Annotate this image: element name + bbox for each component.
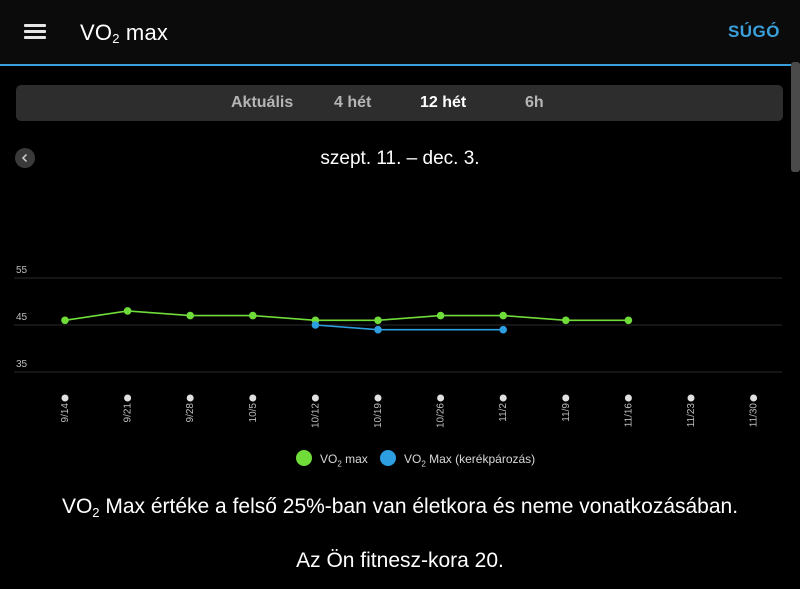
legend-swatch-vo2max bbox=[296, 450, 312, 466]
legend-label-cycling: VO2 Max (kerékpározás) bbox=[404, 452, 536, 469]
x-tick-label: 10/19 bbox=[373, 403, 384, 428]
data-point bbox=[123, 307, 132, 315]
x-tick-label: 9/28 bbox=[185, 403, 196, 423]
scrollbar[interactable] bbox=[791, 62, 800, 172]
x-tick-label: 10/12 bbox=[310, 403, 321, 428]
x-tick-marker bbox=[61, 394, 69, 402]
data-point bbox=[562, 316, 570, 325]
tab-12-weeks[interactable]: 12 hét bbox=[420, 94, 467, 111]
x-tick-label: 11/16 bbox=[623, 403, 634, 428]
x-tick-marker bbox=[437, 394, 445, 402]
x-tick-marker bbox=[374, 394, 382, 402]
series-line-1 bbox=[315, 324, 504, 331]
data-point bbox=[249, 311, 257, 320]
x-tick-marker bbox=[624, 394, 632, 402]
y-tick-label: 45 bbox=[16, 312, 28, 323]
data-point bbox=[374, 316, 382, 325]
data-point bbox=[499, 311, 508, 320]
help-button[interactable]: SÚGÓ bbox=[727, 22, 780, 41]
fitness-age-text: Az Ön fitnesz-kora 20. bbox=[296, 549, 504, 572]
x-tick-label: 10/26 bbox=[436, 403, 447, 428]
hamburger-menu-icon[interactable] bbox=[24, 22, 46, 40]
x-tick-marker bbox=[562, 394, 570, 402]
x-tick-marker bbox=[687, 394, 695, 402]
data-point bbox=[186, 311, 194, 320]
legend-label-vo2max: VO2 max bbox=[320, 452, 368, 469]
data-point bbox=[61, 316, 69, 325]
tab-6-months[interactable]: 6h bbox=[525, 94, 544, 111]
data-point bbox=[499, 325, 508, 334]
tab-4-weeks[interactable]: 4 hét bbox=[334, 94, 372, 111]
x-tick-marker bbox=[750, 394, 758, 402]
chevron-left-icon bbox=[21, 153, 28, 163]
x-tick-label: 11/9 bbox=[561, 403, 572, 422]
previous-period-button[interactable] bbox=[15, 148, 35, 168]
tab-current[interactable]: Aktuális bbox=[231, 94, 294, 111]
x-tick-label: 9/21 bbox=[123, 403, 134, 423]
x-tick-label: 11/30 bbox=[749, 403, 760, 428]
x-tick-marker bbox=[124, 394, 132, 402]
x-tick-marker bbox=[186, 394, 194, 402]
data-point bbox=[624, 316, 633, 325]
y-tick-label: 35 bbox=[16, 359, 28, 370]
x-tick-label: 11/23 bbox=[686, 403, 697, 428]
chart-legend: VO2 max VO2 Max (kerékpározás) bbox=[0, 450, 800, 470]
app-bar: VO2 max SÚGÓ bbox=[0, 0, 800, 64]
period-tabs: Aktuális 4 hét 12 hét 6h bbox=[16, 85, 783, 121]
data-point bbox=[436, 311, 445, 320]
series-line-0 bbox=[64, 310, 629, 322]
x-tick-label: 10/5 bbox=[248, 403, 259, 423]
vo2max-percentile-text: VO2 Max értéke a felső 25%-ban van életk… bbox=[61, 495, 739, 520]
header-divider bbox=[0, 64, 800, 66]
vo2max-chart: 55 45 35 9/14 9/21 9/28 10/5 10/12 10/19 10/26 11/… bbox=[14, 265, 782, 428]
data-point bbox=[311, 321, 320, 329]
x-tick-label: 11/2 bbox=[498, 403, 509, 422]
x-tick-marker bbox=[249, 394, 257, 402]
y-tick-label: 55 bbox=[16, 265, 28, 276]
date-range-label: szept. 11. – dec. 3. bbox=[320, 148, 480, 169]
x-tick-marker bbox=[311, 394, 319, 402]
data-point bbox=[374, 325, 382, 334]
x-tick-marker bbox=[499, 394, 507, 402]
x-tick-label: 9/14 bbox=[60, 403, 71, 423]
page-title: VO2 max bbox=[80, 20, 169, 46]
legend-swatch-cycling bbox=[380, 450, 396, 466]
